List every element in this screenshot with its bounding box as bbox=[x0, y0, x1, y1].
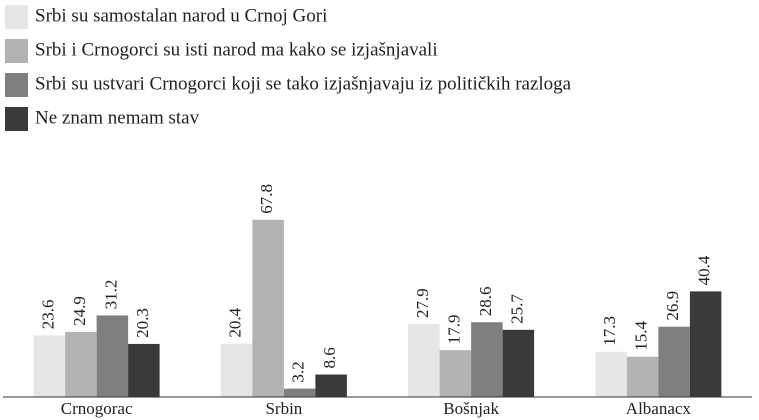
legend-swatch bbox=[5, 73, 28, 97]
bar bbox=[408, 324, 440, 397]
bar bbox=[65, 331, 97, 397]
x-tick-label: Bošnjak bbox=[443, 399, 499, 418]
data-label: 28.6 bbox=[476, 286, 495, 316]
data-label: 17.3 bbox=[600, 316, 619, 346]
bar bbox=[128, 343, 160, 397]
bar bbox=[439, 350, 472, 397]
x-tick-label: Crnogorac bbox=[61, 399, 133, 418]
bar bbox=[96, 315, 129, 397]
legend-label: Srbi su samostalan narod u Crnoj Gori bbox=[35, 5, 327, 26]
bar bbox=[315, 374, 347, 397]
bar bbox=[220, 343, 253, 397]
bar bbox=[689, 291, 722, 397]
data-label: 20.3 bbox=[133, 308, 152, 338]
data-label: 23.6 bbox=[38, 300, 57, 330]
data-label: 26.9 bbox=[663, 291, 682, 321]
legend-label: Ne znam nemam stav bbox=[35, 107, 200, 128]
data-label: 8.6 bbox=[320, 347, 339, 368]
bar bbox=[658, 326, 690, 397]
x-tick-label: Srbin bbox=[265, 399, 302, 418]
bar bbox=[595, 351, 627, 397]
bar bbox=[626, 356, 659, 397]
data-label: 67.8 bbox=[257, 184, 276, 214]
legend-label: Srbi i Crnogorci su isti narod ma kako s… bbox=[35, 39, 438, 60]
legend-swatch bbox=[5, 39, 28, 63]
legend-label: Srbi su ustvari Crnogorci koji se tako i… bbox=[35, 73, 572, 94]
data-label: 40.4 bbox=[695, 255, 714, 285]
legend-swatch bbox=[5, 107, 28, 131]
bar bbox=[252, 219, 284, 397]
data-label: 15.4 bbox=[632, 320, 651, 350]
bar bbox=[283, 388, 316, 397]
legend-swatch bbox=[5, 5, 28, 29]
data-label: 24.9 bbox=[70, 296, 89, 326]
bar bbox=[33, 335, 66, 397]
data-label: 31.2 bbox=[101, 280, 120, 310]
data-label: 25.7 bbox=[507, 294, 526, 324]
data-label: 17.9 bbox=[444, 314, 463, 344]
data-label: 20.4 bbox=[226, 307, 245, 337]
bar bbox=[471, 322, 503, 397]
bar bbox=[502, 329, 535, 397]
data-label: 3.2 bbox=[289, 361, 308, 382]
data-label: 27.9 bbox=[413, 288, 432, 318]
x-tick-label: Albanacx bbox=[626, 399, 692, 418]
